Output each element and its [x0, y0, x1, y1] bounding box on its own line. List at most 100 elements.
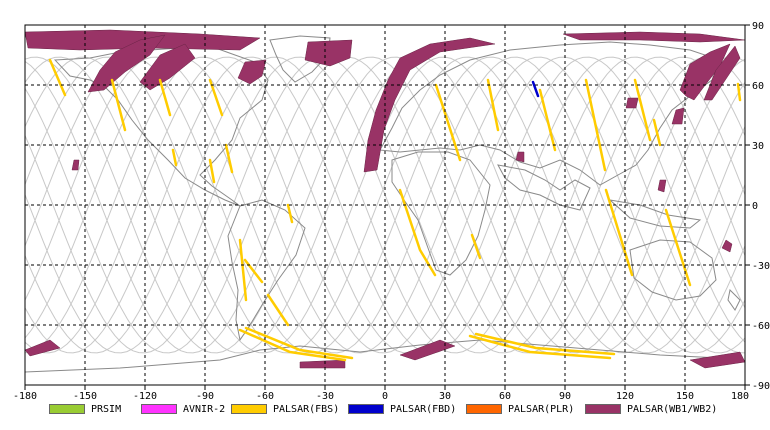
- lon-tick-label: -180: [13, 391, 37, 402]
- fbs-swath: [243, 258, 264, 284]
- wb-swath: [657, 179, 667, 193]
- wb-swath: [671, 107, 685, 125]
- wb-swath: [24, 339, 61, 357]
- wb-swath: [87, 34, 166, 93]
- lat-tick-label: 0: [752, 201, 758, 212]
- legend-label-fbs: PALSAR(FBS): [273, 403, 340, 415]
- legend-label-prism: PRSIM: [91, 403, 122, 415]
- legend-swatch-fbs: [231, 404, 267, 414]
- lon-tick-label: 60: [499, 391, 511, 402]
- legend-label-plr: PALSAR(PLR): [508, 403, 575, 415]
- tick-marks: [24, 24, 750, 390]
- legend: PRSIM AVNIR-2 PALSAR(FBS) PALSAR(FBD) PA…: [0, 402, 770, 420]
- wb-swath: [363, 37, 496, 173]
- lon-tick-label: -90: [196, 391, 214, 402]
- fbs-swath: [224, 143, 234, 174]
- lon-tick-label: -150: [73, 391, 97, 402]
- eurasia-outline: [379, 41, 721, 186]
- wb-swath: [304, 39, 353, 67]
- fbs-swath: [474, 332, 616, 356]
- lat-tick-label: 60: [752, 81, 764, 92]
- lon-tick-label: -120: [133, 391, 157, 402]
- fbs-swath: [398, 188, 437, 277]
- fbs-swath: [652, 118, 662, 147]
- fbs-swath: [238, 238, 248, 302]
- legend-item-plr: PALSAR(PLR): [466, 402, 574, 416]
- lat-tick-label: -30: [752, 261, 770, 272]
- fbs-swath: [584, 78, 607, 172]
- fbs-swath: [244, 326, 354, 360]
- wb-swath: [399, 339, 456, 361]
- legend-label-avnir2: AVNIR-2: [183, 403, 226, 415]
- legend-swatch-prism: [49, 404, 85, 414]
- orbit-track: [24, 56, 746, 354]
- legend-label-wb: PALSAR(WB1/WB2): [627, 403, 718, 415]
- fbs-swath: [208, 78, 224, 117]
- fbs-swath: [48, 58, 67, 97]
- lon-tick-label: 30: [439, 391, 451, 402]
- lat-tick-label: -90: [752, 381, 770, 392]
- legend-item-prism: PRSIM: [49, 402, 121, 416]
- lon-tick-label: 150: [676, 391, 694, 402]
- lon-tick-label: 90: [559, 391, 571, 402]
- legend-item-fbd: PALSAR(FBD): [348, 402, 456, 416]
- legend-swatch-avnir2: [141, 404, 177, 414]
- fbs-swath: [664, 208, 692, 287]
- legend-item-fbs: PALSAR(FBS): [231, 402, 339, 416]
- fbs-swath: [171, 148, 178, 167]
- fbs-swath: [238, 328, 347, 362]
- lon-tick-label: 180: [731, 391, 749, 402]
- legend-swatch-plr: [466, 404, 502, 414]
- fbs-swath: [434, 83, 462, 162]
- wb-swath: [625, 97, 639, 109]
- antarctica-outline: [24, 339, 746, 373]
- fbs-swath: [208, 158, 216, 184]
- legend-item-wb: PALSAR(WB1/WB2): [585, 402, 717, 416]
- wb-swath: [237, 59, 267, 85]
- legend-swatch-fbd: [348, 404, 384, 414]
- wb-swath: [703, 45, 741, 101]
- fbs-swath: [110, 78, 127, 132]
- fbs-swath: [470, 233, 482, 260]
- fbs-swath: [158, 78, 172, 117]
- wb-swath: [71, 159, 80, 171]
- orbit-track: [24, 56, 746, 354]
- fbd-swath: [531, 80, 540, 98]
- lat-tick-labels: 90 60 30 0 -30 -60 -90: [752, 21, 770, 392]
- lat-tick-label: 90: [752, 21, 764, 32]
- fbs-swath: [633, 78, 652, 142]
- lon-tick-label: -30: [316, 391, 334, 402]
- fbs-swath: [468, 334, 612, 360]
- fbs-swath: [286, 203, 294, 224]
- fbs-swath: [604, 188, 634, 277]
- graticule: [25, 25, 745, 385]
- fbs-swath: [266, 293, 290, 327]
- africa-outline: [391, 151, 491, 276]
- greenland-outline: [269, 35, 331, 83]
- legend-swatch-wb: [585, 404, 621, 414]
- new-zealand-outline: [727, 288, 741, 311]
- fbs-swath: [736, 82, 742, 102]
- wb-swath: [721, 239, 733, 253]
- lon-tick-label: -60: [256, 391, 274, 402]
- lon-tick-label: 0: [382, 391, 388, 402]
- wb-swath: [299, 359, 346, 369]
- fbs-swath: [538, 88, 557, 152]
- lat-tick-label: 30: [752, 141, 764, 152]
- wb-swath: [562, 31, 746, 43]
- lat-tick-label: -60: [752, 321, 770, 332]
- legend-item-avnir2: AVNIR-2: [141, 402, 225, 416]
- wb-swaths: [24, 29, 746, 369]
- legend-label-fbd: PALSAR(FBD): [390, 403, 457, 415]
- lon-tick-label: 120: [616, 391, 634, 402]
- fbs-swath: [486, 78, 500, 132]
- wb-swath: [515, 151, 525, 163]
- fbs-swaths: [48, 58, 742, 362]
- southeast-asia-outline: [608, 199, 702, 229]
- lon-tick-labels: -180 -150 -120 -90 -60 -30 0 30 60 90 12…: [13, 391, 749, 402]
- south-asia-outline: [497, 164, 591, 211]
- south-america-outline: [227, 199, 306, 342]
- wb-swath: [139, 43, 196, 91]
- fbd-swaths: [531, 80, 540, 98]
